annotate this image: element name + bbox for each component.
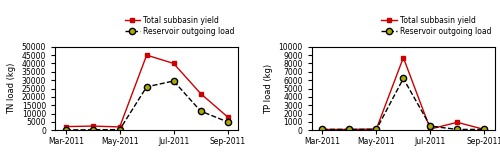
Reservoir outgoing load xyxy=(90,129,96,131)
Total subbasin yield xyxy=(454,121,460,123)
Line: Reservoir outgoing load: Reservoir outgoing load xyxy=(62,78,230,133)
Reservoir outgoing load xyxy=(224,121,230,123)
Total subbasin yield xyxy=(90,125,96,127)
Total subbasin yield xyxy=(63,126,69,128)
Y-axis label: TN load (kg): TN load (kg) xyxy=(7,63,16,114)
Total subbasin yield xyxy=(224,116,230,118)
Total subbasin yield xyxy=(320,128,326,130)
Total subbasin yield xyxy=(428,128,434,130)
Reservoir outgoing load xyxy=(198,110,203,112)
Reservoir outgoing load xyxy=(454,128,460,130)
Reservoir outgoing load xyxy=(428,125,434,127)
Total subbasin yield xyxy=(170,62,176,64)
Total subbasin yield xyxy=(198,93,203,95)
Total subbasin yield xyxy=(116,126,122,128)
Reservoir outgoing load xyxy=(481,128,487,130)
Reservoir outgoing load xyxy=(116,129,122,131)
Total subbasin yield xyxy=(481,128,487,130)
Y-axis label: TP load (kg): TP load (kg) xyxy=(264,63,273,114)
Reservoir outgoing load xyxy=(400,77,406,79)
Total subbasin yield xyxy=(374,128,380,130)
Line: Total subbasin yield: Total subbasin yield xyxy=(320,55,486,132)
Line: Total subbasin yield: Total subbasin yield xyxy=(64,53,230,129)
Reservoir outgoing load xyxy=(346,128,352,130)
Reservoir outgoing load xyxy=(374,128,380,130)
Total subbasin yield xyxy=(144,54,150,56)
Legend: Total subbasin yield, Reservoir outgoing load: Total subbasin yield, Reservoir outgoing… xyxy=(124,16,234,36)
Reservoir outgoing load xyxy=(63,129,69,131)
Reservoir outgoing load xyxy=(144,86,150,88)
Total subbasin yield xyxy=(346,128,352,130)
Legend: Total subbasin yield, Reservoir outgoing load: Total subbasin yield, Reservoir outgoing… xyxy=(382,16,491,36)
Reservoir outgoing load xyxy=(170,80,176,82)
Total subbasin yield xyxy=(400,57,406,59)
Reservoir outgoing load xyxy=(320,128,326,130)
Line: Reservoir outgoing load: Reservoir outgoing load xyxy=(320,75,488,133)
